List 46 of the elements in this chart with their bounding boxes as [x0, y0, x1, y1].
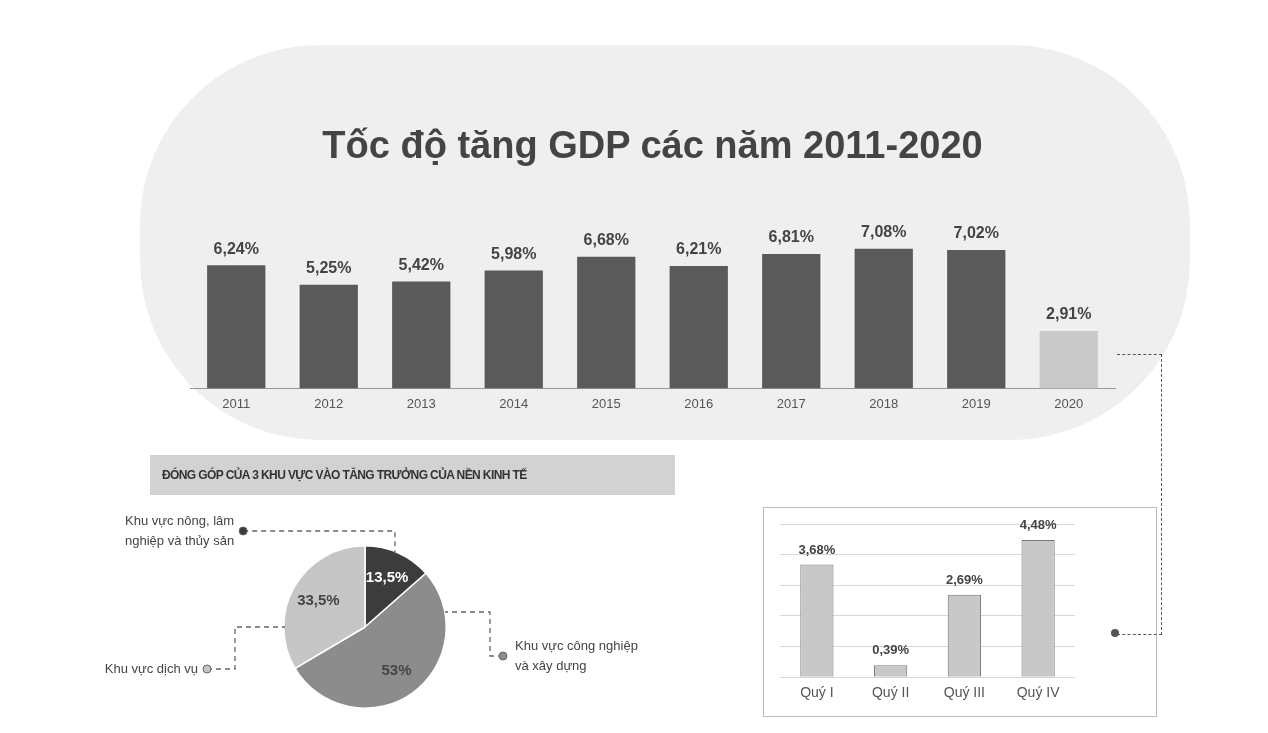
data-label: 5,98% — [491, 244, 537, 262]
bar — [577, 256, 636, 389]
legend-label: Khu vực nông, lâm nghiệp và thủy sản — [125, 512, 235, 548]
data-label: 2,91% — [1046, 305, 1092, 323]
data-label: 5,25% — [306, 259, 352, 277]
x-tick-label: Quý II — [871, 684, 910, 701]
chart-title: Tốc độ tăng GDP các năm 2011-2020 — [322, 124, 983, 167]
data-label: 6,21% — [676, 240, 722, 258]
x-tick-label: 2014 — [499, 395, 529, 411]
x-tick-label: 2019 — [961, 395, 991, 411]
data-label: 4,48% — [1019, 517, 1057, 533]
data-label: 6,81% — [768, 228, 814, 246]
data-label: 5,42% — [398, 255, 444, 273]
bar — [484, 270, 543, 389]
data-label: 13,5% — [365, 568, 409, 586]
x-tick-label: 2013 — [406, 395, 436, 411]
x-tick-label: 2011 — [222, 395, 251, 411]
chart-title: ĐÓNG GÓP CỦA 3 KHU VỰC VÀO TĂNG TRƯỞNG CỦA NỀN KINH TẾ — [150, 455, 675, 495]
data-label: 7,08% — [861, 223, 907, 241]
data-label: 6,24% — [213, 239, 259, 257]
x-tick-label: Quý I — [800, 684, 834, 701]
bar — [669, 265, 728, 389]
slice-label: Khu vực công nghiệp và xây dựng — [515, 637, 638, 673]
bar — [207, 265, 266, 389]
bar — [299, 284, 358, 389]
bar — [392, 281, 451, 389]
x-tick-label: Quý III — [943, 684, 985, 701]
legend-label: Khu vực dịch vụ — [104, 660, 198, 676]
x-tick-label: 2016 — [684, 395, 714, 411]
x-tick-label: 2017 — [776, 395, 806, 411]
data-label: 7,02% — [953, 224, 999, 242]
data-label: 33,5% — [297, 590, 340, 608]
x-tick-label: Quý IV — [1016, 684, 1061, 701]
data-label: 3,68% — [798, 541, 836, 557]
data-label: 53% — [381, 660, 412, 678]
x-tick-label: 2012 — [314, 395, 344, 411]
bar — [947, 249, 1006, 389]
data-label: 2,69% — [945, 571, 984, 587]
x-tick-label: 2015 — [591, 395, 621, 411]
bar — [762, 254, 821, 389]
data-label: 0,39% — [872, 642, 910, 658]
data-label: 6,68% — [583, 231, 629, 249]
x-tick-label: 2020 — [1054, 395, 1084, 411]
bar — [1039, 331, 1098, 389]
x-tick-label: 2018 — [869, 395, 899, 411]
bar — [854, 248, 913, 389]
